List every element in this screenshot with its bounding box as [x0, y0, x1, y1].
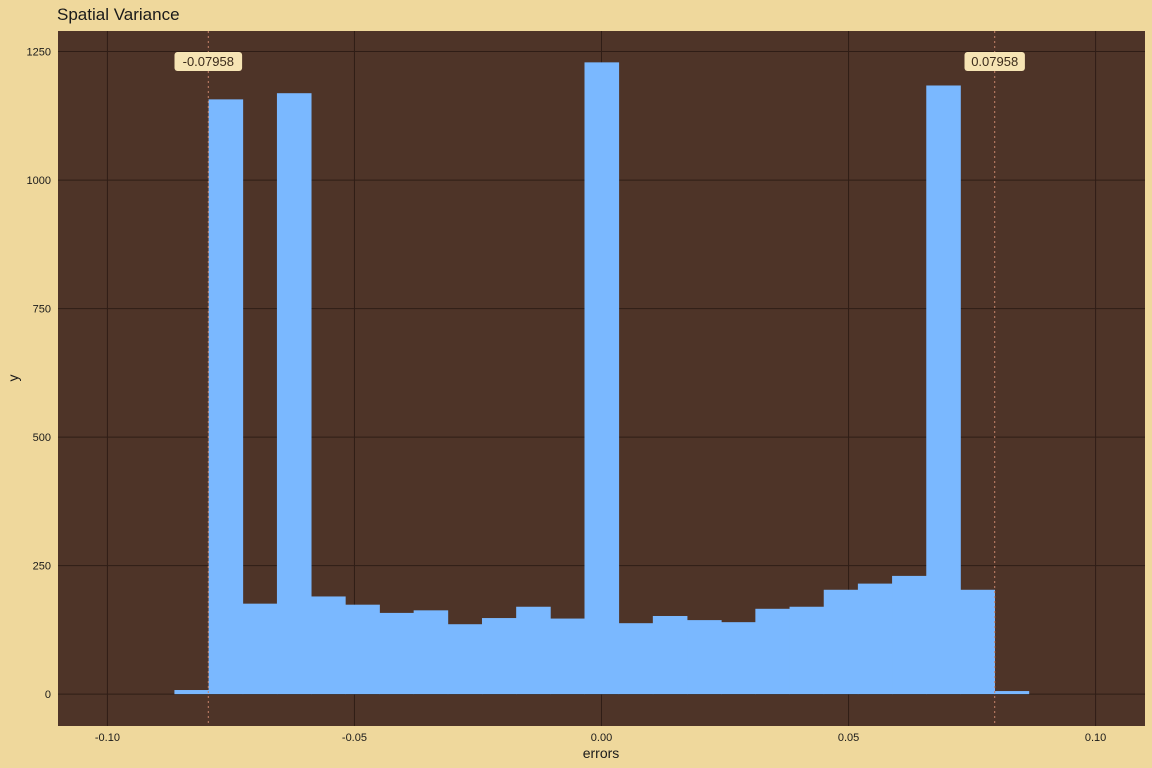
histogram-bar: [584, 62, 620, 695]
histogram-bar: [618, 623, 654, 695]
threshold-label-text: 0.07958: [971, 54, 1018, 69]
histogram-bar: [823, 589, 859, 695]
histogram-bar: [345, 604, 380, 695]
x-tick-labels: -0.10 -0.05 0.00 0.05 0.10: [95, 732, 1106, 744]
y-tick-label: 250: [33, 561, 51, 573]
histogram-bar: [447, 624, 483, 695]
threshold-label-box: [964, 52, 1025, 71]
chart-title: Spatial Variance: [57, 5, 180, 24]
threshold-label: 0.07958: [964, 52, 1025, 71]
histogram-bar: [550, 618, 585, 695]
histogram-bar: [652, 615, 688, 695]
threshold-label-box: [174, 52, 243, 71]
y-tick-label: 1000: [27, 175, 51, 187]
histogram-bar: [413, 610, 449, 695]
histogram-bar: [174, 690, 209, 695]
histogram-bar: [789, 606, 825, 695]
histogram-bar: [857, 583, 893, 695]
histogram-bar: [379, 612, 415, 695]
histogram-bar: [721, 622, 756, 695]
histogram-bar: [208, 99, 244, 695]
x-tick-label: 0.10: [1085, 732, 1106, 744]
x-tick-label: 0.05: [838, 732, 859, 744]
histogram-bar: [276, 93, 312, 695]
y-tick-label: 750: [33, 304, 51, 316]
histogram-bar: [994, 691, 1030, 695]
histogram-bar: [687, 620, 722, 695]
y-tick-label: 1250: [27, 47, 51, 59]
histogram-bar: [311, 596, 346, 695]
x-axis-label: errors: [583, 745, 620, 761]
histogram-bar: [892, 575, 927, 695]
threshold-label: -0.07958: [174, 52, 243, 71]
y-tick-labels: 0 250 500 750 1000 1250: [27, 47, 51, 702]
histogram-bars: [174, 62, 1030, 695]
threshold-label-text: -0.07958: [183, 54, 234, 69]
y-axis-label: y: [5, 375, 21, 382]
histogram-bar: [755, 608, 790, 695]
histogram-bar: [481, 618, 517, 695]
histogram-bar: [926, 85, 961, 695]
histogram-bar: [242, 603, 278, 695]
histogram-bar: [960, 589, 995, 695]
x-tick-label: -0.05: [342, 732, 367, 744]
threshold-labels: -0.07958 0.07958: [174, 52, 1025, 71]
y-tick-label: 0: [45, 689, 51, 701]
histogram-bar: [516, 606, 551, 695]
threshold-lines: [207, 31, 996, 726]
x-tick-label: -0.10: [95, 732, 120, 744]
y-tick-label: 500: [33, 432, 51, 444]
x-tick-label: 0.00: [591, 732, 612, 744]
